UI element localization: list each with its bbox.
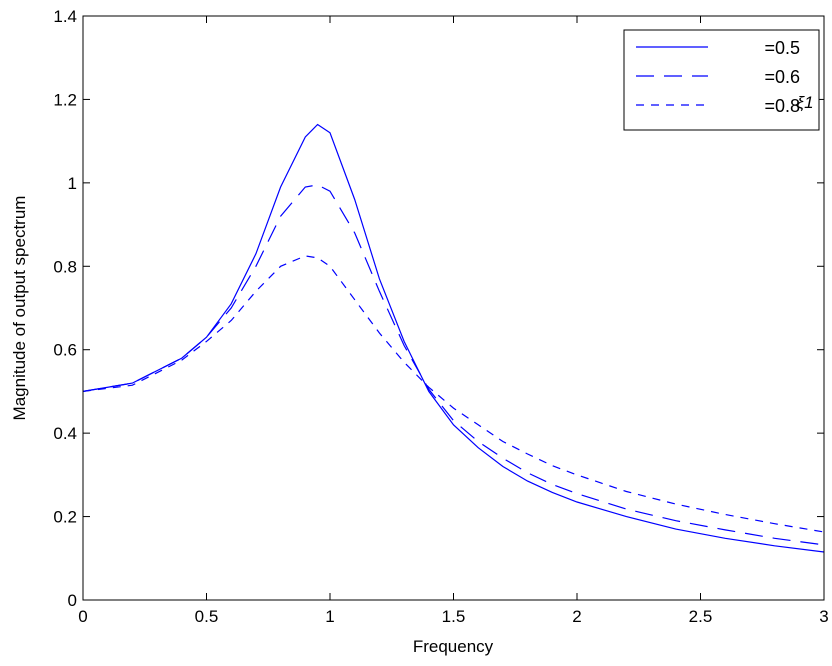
legend: =0.5 =0.6 =0.8 ξ1 xyxy=(623,29,820,131)
series-line-3 xyxy=(82,255,825,533)
y-tick-label: 1 xyxy=(68,174,77,193)
x-tick-label: 2.5 xyxy=(689,607,713,626)
y-tick-label: 0.8 xyxy=(53,257,77,276)
legend-label-2: =0.6 xyxy=(764,67,800,87)
x-tick-label: 2 xyxy=(572,607,581,626)
x-tick-label: 0 xyxy=(78,607,87,626)
y-tick-label: 0.2 xyxy=(53,508,77,527)
legend-items: =0.5 =0.6 =0.8 xyxy=(636,38,800,116)
legend-label-3: =0.8 xyxy=(764,96,800,116)
x-tick-label: 1 xyxy=(325,607,334,626)
series-layer xyxy=(82,123,825,553)
y-tick-label: 0 xyxy=(68,591,77,610)
x-tick-label: 1.5 xyxy=(442,607,466,626)
x-tick-label: 0.5 xyxy=(195,607,219,626)
y-axis-label: Magnitude of output spectrum xyxy=(10,196,29,421)
legend-label-1: =0.5 xyxy=(764,38,800,58)
legend-symbol: ξ1 xyxy=(796,93,813,112)
y-tick-label: 1.4 xyxy=(53,7,77,26)
series-line-1 xyxy=(82,123,825,553)
y-tick-label: 0.4 xyxy=(53,424,77,443)
ticks-layer: 0 0.5 1 1.5 2 2.5 3 0 0.2 0.4 0.6 0.8 1 1.2 1.4 xyxy=(53,7,828,626)
y-tick-label: 0.6 xyxy=(53,341,77,360)
x-axis-label: Frequency xyxy=(413,637,494,656)
x-tick-label: 3 xyxy=(819,607,828,626)
y-tick-label: 1.2 xyxy=(53,90,77,109)
series-line-2 xyxy=(82,184,825,546)
